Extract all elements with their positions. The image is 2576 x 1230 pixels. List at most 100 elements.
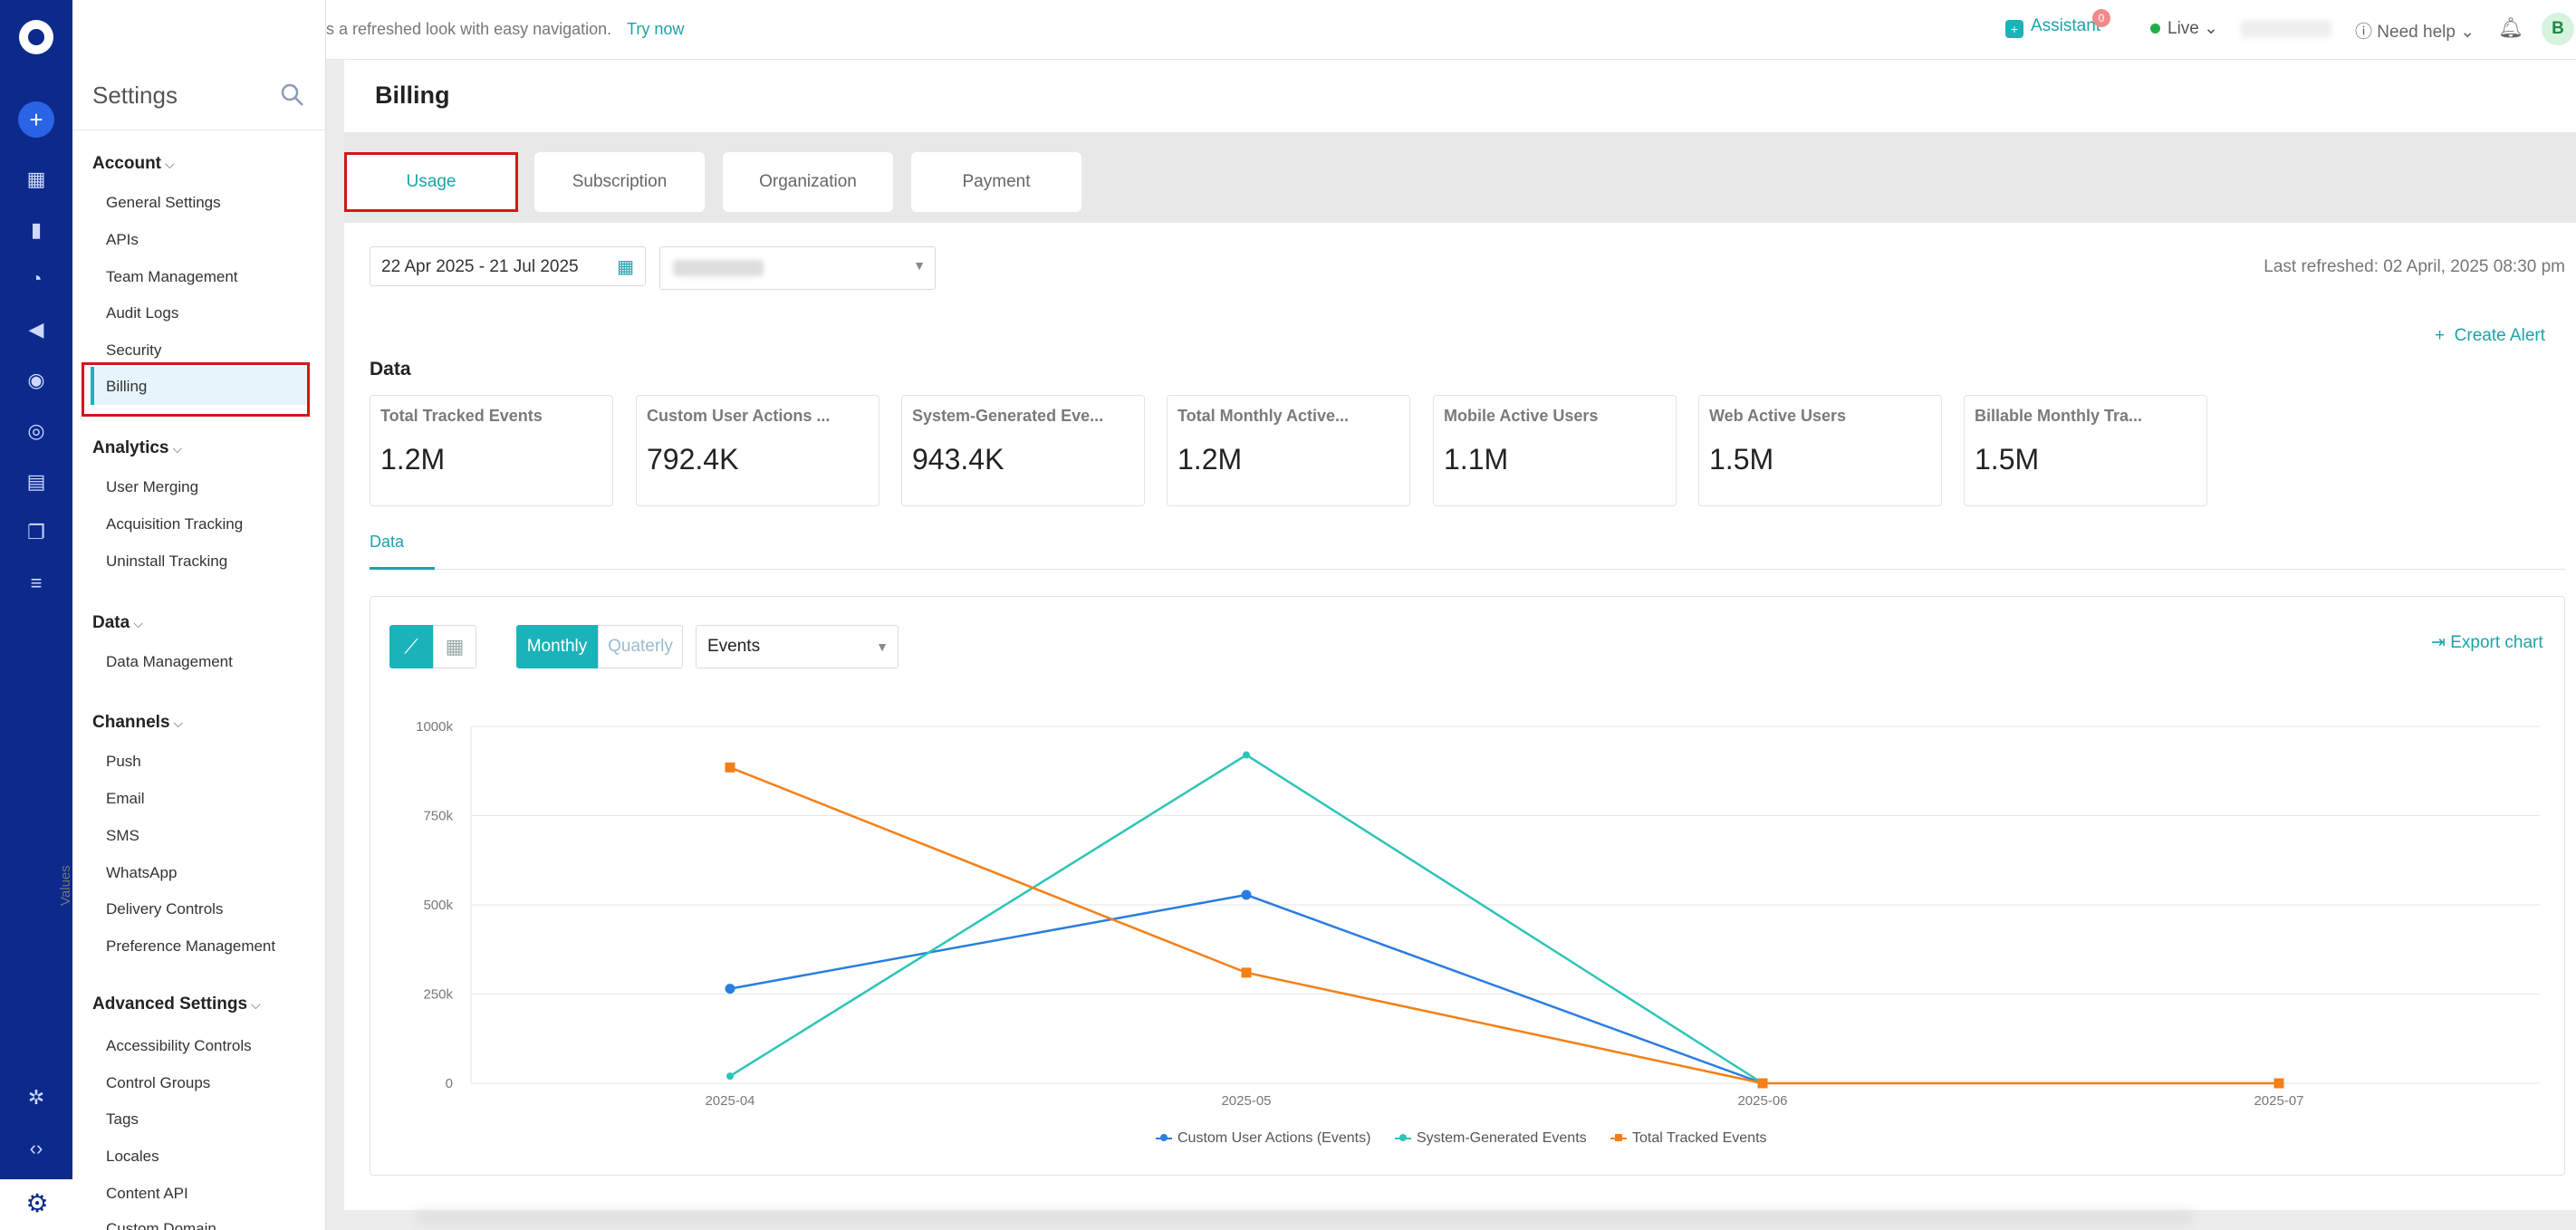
sidebar-item-user-merging[interactable]: User Merging bbox=[106, 478, 199, 495]
assistant-button[interactable]: + Assistant 0 bbox=[2005, 9, 2110, 38]
export-icon: ⇥ bbox=[2431, 633, 2446, 652]
table-icon: ▦ bbox=[445, 635, 465, 658]
campaigns-icon[interactable]: ◀ bbox=[28, 318, 44, 341]
legend-item[interactable]: Custom User Actions (Events) bbox=[1156, 1130, 1370, 1147]
sidebar-item-general-settings[interactable]: General Settings bbox=[106, 194, 221, 211]
metric-card-value: 792.4K bbox=[647, 443, 739, 476]
tab-payment[interactable]: Payment bbox=[911, 152, 1081, 212]
add-icon[interactable]: + bbox=[18, 101, 54, 138]
sidebar-item-locales[interactable]: Locales bbox=[106, 1148, 159, 1165]
bell-icon[interactable]: 🔔︎ bbox=[2498, 16, 2523, 39]
create-alert-button[interactable]: + Create Alert bbox=[2435, 326, 2545, 346]
sidebar-item-preference-management[interactable]: Preference Management bbox=[106, 937, 276, 955]
data-point bbox=[1241, 889, 1252, 900]
sidebar-item-acquisition-tracking[interactable]: Acquisition Tracking bbox=[106, 515, 244, 533]
sidebar-item-tags[interactable]: Tags bbox=[106, 1110, 139, 1128]
sidebar-item-security[interactable]: Security bbox=[106, 341, 162, 359]
metric-card[interactable]: Billable Monthly Tra... 1.5M bbox=[1964, 395, 2207, 506]
app-selector[interactable]: ▼ bbox=[659, 246, 936, 290]
sidebar-item-accessibility-controls[interactable]: Accessibility Controls bbox=[106, 1037, 252, 1054]
metric-card-value: 1.1M bbox=[1444, 443, 1509, 476]
chevron-down-icon: ▼ bbox=[876, 639, 889, 654]
highlight-box bbox=[344, 152, 518, 212]
export-chart-button[interactable]: ⇥ Export chart bbox=[2431, 632, 2543, 653]
try-now-link[interactable]: Try now bbox=[627, 20, 685, 38]
tab-usage[interactable]: Usage bbox=[346, 152, 516, 212]
settings-rail-item[interactable]: ⚙ bbox=[0, 1179, 72, 1230]
metric-card[interactable]: Total Tracked Events 1.2M bbox=[370, 395, 613, 506]
developer-icon[interactable]: ‹› bbox=[29, 1137, 43, 1159]
sidebar-section-account[interactable]: Account ⌵ bbox=[92, 154, 175, 173]
legend-label: Custom User Actions (Events) bbox=[1177, 1130, 1371, 1146]
tab-subscription[interactable]: Subscription bbox=[534, 152, 705, 212]
chevron-down-icon: ▼ bbox=[913, 258, 926, 273]
sidebar-section-advanced-settings[interactable]: Advanced Settings ⌵ bbox=[92, 995, 261, 1014]
sidebar-item-email[interactable]: Email bbox=[106, 790, 145, 807]
content-icon[interactable]: ▤ bbox=[26, 470, 46, 493]
series-line bbox=[729, 766, 2279, 1085]
sidebar-item-team-management[interactable]: Team Management bbox=[106, 268, 238, 285]
metric-card-label: Custom User Actions ... bbox=[647, 407, 831, 425]
metric-card-label: Web Active Users bbox=[1709, 407, 1847, 425]
x-tick-label: 2025-06 bbox=[1737, 1093, 1787, 1109]
period-monthly[interactable]: Monthly bbox=[516, 625, 598, 668]
tab-organization[interactable]: Organization bbox=[723, 152, 893, 212]
metric-select[interactable]: Events ▼ bbox=[696, 625, 899, 668]
legend-item[interactable]: Total Tracked Events bbox=[1610, 1130, 1767, 1147]
sidebar-item-delivery-controls[interactable]: Delivery Controls bbox=[106, 900, 224, 918]
sidebar-item-control-groups[interactable]: Control Groups bbox=[106, 1074, 211, 1091]
data-point bbox=[1757, 1078, 1768, 1089]
sidebar-item-custom-domain[interactable]: Custom Domain bbox=[106, 1220, 216, 1230]
sidebar-item-apis[interactable]: APIs bbox=[106, 231, 139, 248]
legend-label: System-Generated Events bbox=[1417, 1130, 1587, 1146]
sidebar-section-analytics[interactable]: Analytics ⌵ bbox=[92, 438, 183, 457]
sidebar-item-content-api[interactable]: Content API bbox=[106, 1185, 188, 1202]
analytics-icon[interactable]: ▮ bbox=[30, 218, 43, 241]
line-view-toggle[interactable]: ⟋ bbox=[389, 625, 433, 668]
subtab-data[interactable]: Data bbox=[370, 533, 405, 551]
metric-card[interactable]: Custom User Actions ... 792.4K bbox=[636, 395, 879, 506]
sidebar-item-audit-logs[interactable]: Audit Logs bbox=[106, 304, 179, 322]
metric-card[interactable]: Web Active Users 1.5M bbox=[1698, 395, 1942, 506]
avatar[interactable]: B bbox=[2542, 13, 2574, 45]
segments-icon[interactable]: ◔ bbox=[30, 267, 43, 290]
sidebar-item-data-management[interactable]: Data Management bbox=[106, 653, 233, 670]
dashboard-icon[interactable]: ▦ bbox=[26, 168, 46, 190]
metric-card-label: Total Monthly Active... bbox=[1177, 407, 1350, 425]
legend-item[interactable]: System-Generated Events bbox=[1395, 1130, 1587, 1147]
database-icon[interactable]: ≡ bbox=[30, 572, 43, 594]
date-range-picker[interactable]: 22 Apr 2025 - 21 Jul 2025 ▦ bbox=[370, 246, 646, 286]
logo-icon[interactable] bbox=[19, 20, 53, 54]
sidebar-item-billing[interactable]: Billing bbox=[106, 378, 148, 395]
need-help-button[interactable]: ⓘ Need help ⌄ bbox=[2355, 18, 2475, 43]
environment-label: Live bbox=[2167, 19, 2199, 38]
x-tick-label: 2025-04 bbox=[705, 1093, 755, 1109]
sidebar-item-whatsapp[interactable]: WhatsApp bbox=[106, 864, 178, 881]
templates-icon[interactable]: ❐ bbox=[27, 521, 45, 543]
flows-icon[interactable]: ◉ bbox=[27, 369, 45, 391]
workspace-name-blurred[interactable] bbox=[2241, 20, 2331, 38]
search-icon[interactable] bbox=[279, 82, 306, 109]
table-view-toggle[interactable]: ▦ bbox=[433, 625, 476, 668]
metric-card[interactable]: Total Monthly Active... 1.2M bbox=[1167, 395, 1410, 506]
y-axis-label: Values bbox=[58, 865, 73, 906]
sidebar-section-data[interactable]: Data ⌵ bbox=[92, 613, 143, 632]
metric-card[interactable]: Mobile Active Users 1.1M bbox=[1433, 395, 1677, 506]
metric-card[interactable]: System-Generated Eve... 943.4K bbox=[901, 395, 1145, 506]
integrations-icon[interactable]: ✲ bbox=[27, 1086, 45, 1109]
sidebar-item-uninstall-tracking[interactable]: Uninstall Tracking bbox=[106, 553, 228, 570]
series-line bbox=[729, 893, 1764, 1085]
legend-marker-icon bbox=[1395, 1133, 1411, 1141]
sidebar-item-push[interactable]: Push bbox=[106, 753, 141, 770]
sidebar-item-sms[interactable]: SMS bbox=[106, 827, 139, 844]
period-quarterly[interactable]: Quaterly bbox=[598, 625, 683, 668]
environment-switcher[interactable]: Live ⌄ bbox=[2150, 18, 2218, 39]
billing-tabs bbox=[344, 132, 2576, 223]
metric-card-value: 1.5M bbox=[1709, 443, 1774, 476]
users-icon[interactable]: ◎ bbox=[27, 419, 45, 442]
subtab-active-indicator bbox=[370, 567, 435, 570]
assistant-label: Assistant bbox=[2031, 16, 2101, 35]
sidebar-section-channels[interactable]: Channels ⌵ bbox=[92, 713, 184, 732]
metric-card-value: 1.5M bbox=[1975, 443, 2040, 476]
